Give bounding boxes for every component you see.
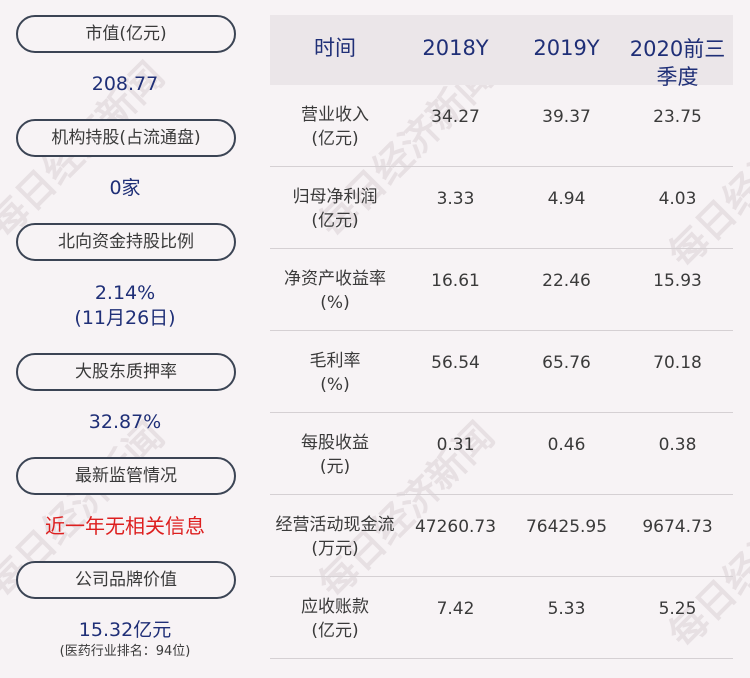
table-row: 毛利率 (%) 56.54 65.76 70.18 — [270, 331, 733, 413]
header-time: 时间 — [314, 36, 356, 60]
pledge-ratio-value: 32.87% — [88, 411, 162, 433]
cell-2019: 76425.95 — [525, 517, 608, 537]
cell-2020: 5.25 — [658, 599, 697, 619]
regulatory-status-value: 近一年无相关信息 — [45, 514, 205, 538]
cell-2020: 4.03 — [658, 189, 697, 209]
northbound-ratio-label: 北向资金持股比例 — [16, 223, 236, 261]
row-label: 营业收入 (亿元) — [301, 105, 369, 149]
market-cap-value: 208.77 — [91, 73, 159, 95]
brand-value-value: 15.32亿元 — [78, 619, 172, 641]
cell-2020: 9674.73 — [642, 517, 713, 537]
brand-value-rank-note: (医药行业排名：94位) — [59, 644, 191, 659]
table-row: 净资产收益率 (%) 16.61 22.46 15.93 — [270, 249, 733, 331]
northbound-ratio-date: (11月26日) — [74, 307, 176, 329]
cell-2019: 4.94 — [547, 189, 586, 209]
header-2018: 2018Y — [422, 36, 489, 60]
row-label: 归母净利润 (亿元) — [292, 187, 378, 231]
table-row: 经营活动现金流 (万元) 47260.73 76425.95 9674.73 — [270, 495, 733, 577]
row-label: 毛利率 (%) — [309, 351, 361, 395]
row-label: 每股收益 (元) — [301, 433, 369, 477]
cell-2019: 5.33 — [547, 599, 586, 619]
cell-2018: 56.54 — [431, 353, 480, 373]
cell-2020: 70.18 — [653, 353, 702, 373]
cell-2019: 65.76 — [542, 353, 591, 373]
regulatory-status-label: 最新监管情况 — [16, 457, 236, 495]
table-row: 应收账款 (亿元) 7.42 5.33 5.25 — [270, 577, 733, 659]
row-label: 经营活动现金流 (万元) — [275, 515, 395, 559]
cell-2018: 0.31 — [436, 435, 475, 455]
cell-2018: 16.61 — [431, 271, 480, 291]
cell-2020: 0.38 — [658, 435, 697, 455]
brand-value-label: 公司品牌价值 — [16, 561, 236, 599]
cell-2019: 39.37 — [542, 107, 591, 127]
northbound-ratio-value: 2.14% — [94, 282, 156, 304]
cell-2018: 3.33 — [436, 189, 475, 209]
header-2019: 2019Y — [533, 36, 600, 60]
cell-2020: 15.93 — [653, 271, 702, 291]
row-label: 净资产收益率 (%) — [284, 269, 386, 313]
header-2020q3: 2020前三季度 — [629, 37, 726, 89]
institutional-holding-label: 机构持股(占流通盘) — [16, 119, 236, 157]
table-row: 每股收益 (元) 0.31 0.46 0.38 — [270, 413, 733, 495]
table-header: 时间 2018Y 2019Y 2020前三季度 — [270, 15, 733, 89]
cell-2019: 0.46 — [547, 435, 586, 455]
cell-2018: 47260.73 — [414, 517, 497, 537]
table-row: 归母净利润 (亿元) 3.33 4.94 4.03 — [270, 167, 733, 249]
table-row: 营业收入 (亿元) 34.27 39.37 23.75 — [270, 85, 733, 167]
cell-2020: 23.75 — [653, 107, 702, 127]
cell-2018: 7.42 — [436, 599, 475, 619]
financial-table: 时间 2018Y 2019Y 2020前三季度 营业收入 (亿元) 34.27 3… — [270, 15, 733, 659]
institutional-holding-value: 0家 — [109, 177, 141, 199]
market-cap-label: 市值(亿元) — [16, 15, 236, 53]
cell-2019: 22.46 — [542, 271, 591, 291]
row-label: 应收账款 (亿元) — [301, 597, 369, 641]
pledge-ratio-label: 大股东质押率 — [16, 353, 236, 391]
cell-2018: 34.27 — [431, 107, 480, 127]
